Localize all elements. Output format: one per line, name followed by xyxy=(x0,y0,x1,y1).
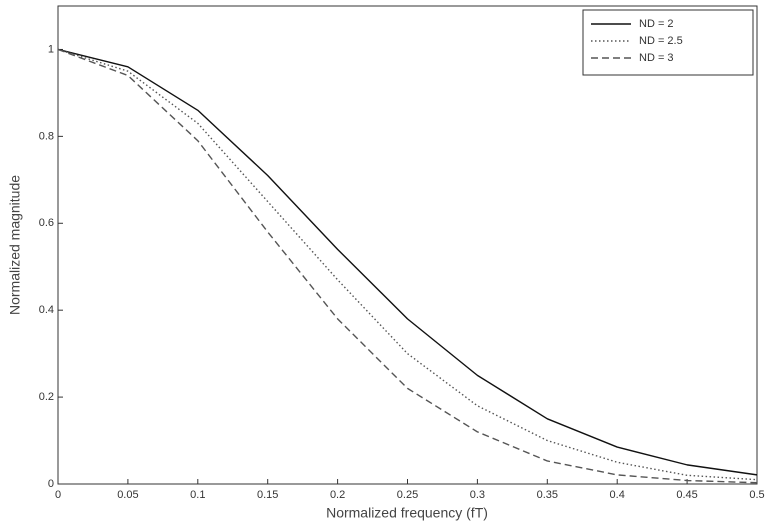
x-axis-title: Normalized frequency (fT) xyxy=(326,505,488,521)
y-tick-label: 1 xyxy=(48,43,54,55)
legend-box xyxy=(582,9,754,76)
x-tick-label: 0.25 xyxy=(397,489,418,501)
x-tick-label: 0.5 xyxy=(749,489,764,501)
x-tick-label: 0.4 xyxy=(610,489,625,501)
series-line xyxy=(57,48,758,476)
y-tick-label: 0 xyxy=(48,478,54,490)
legend-label: ND = 2 xyxy=(639,18,674,30)
x-tick-label: 0.05 xyxy=(117,489,138,501)
y-tick-label: 0.6 xyxy=(39,217,54,229)
plot-frame xyxy=(57,5,758,485)
x-tick-label: 0.2 xyxy=(330,489,345,501)
legend-label: ND = 2.5 xyxy=(639,35,683,47)
x-tick-label: 0.35 xyxy=(537,489,558,501)
x-tick-label: 0.15 xyxy=(257,489,278,501)
x-tick-label: 0 xyxy=(55,489,61,501)
legend-label: ND = 3 xyxy=(639,52,674,64)
y-tick-label: 0.2 xyxy=(39,391,54,403)
series-line xyxy=(57,48,758,481)
y-axis-title: Normalized magnitude xyxy=(7,175,23,315)
y-tick-label: 0.4 xyxy=(39,304,54,316)
x-tick-label: 0.1 xyxy=(190,489,205,501)
x-tick-label: 0.45 xyxy=(676,489,697,501)
series-line xyxy=(57,48,758,484)
y-tick-label: 0.8 xyxy=(39,130,54,142)
x-tick-label: 0.3 xyxy=(470,489,485,501)
